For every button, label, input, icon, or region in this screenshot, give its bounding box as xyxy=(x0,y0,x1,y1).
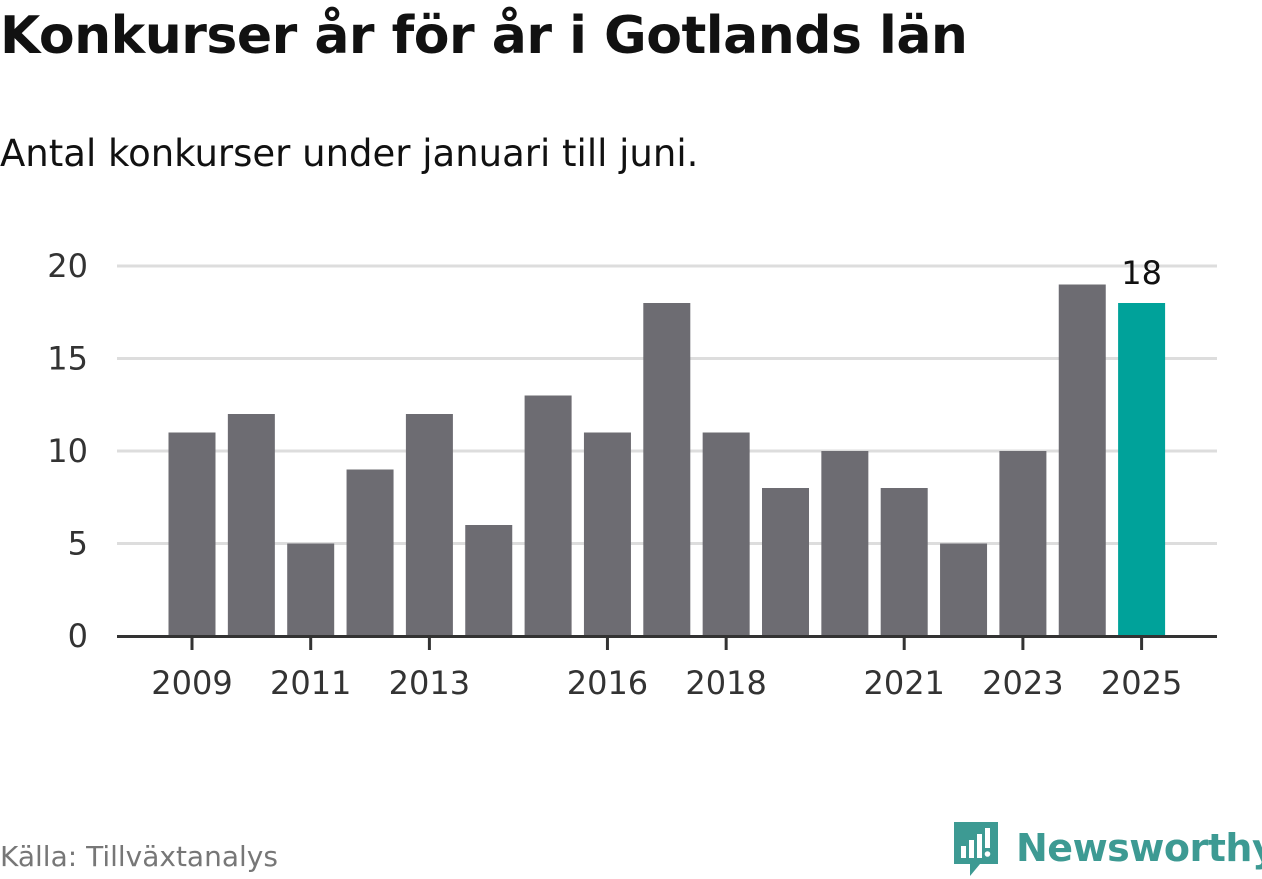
source-note: Källa: Tillväxtanalys xyxy=(0,840,278,873)
x-tick-label: 2011 xyxy=(270,664,351,702)
data-label-2025: 18 xyxy=(1121,254,1162,292)
chart-subtitle: Antal konkurser under januari till juni. xyxy=(0,132,699,175)
y-tick-label: 5 xyxy=(68,525,88,563)
brand-logo[interactable]: Newsworthy xyxy=(950,818,1262,878)
x-tick-label: 2025 xyxy=(1101,664,1182,702)
y-tick-label: 20 xyxy=(47,247,88,285)
x-tick-label: 2013 xyxy=(389,664,470,702)
bar-2024 xyxy=(1058,284,1106,636)
bar-2012 xyxy=(346,469,394,636)
bar-2018 xyxy=(702,432,750,636)
bar-2021 xyxy=(880,488,928,636)
x-tick-label: 2021 xyxy=(863,664,944,702)
x-tick-label: 2009 xyxy=(151,664,232,702)
bar-2017 xyxy=(643,303,691,636)
bar-2025 xyxy=(1118,303,1166,636)
newsworthy-logo-icon xyxy=(954,822,998,876)
x-tick-label: 2023 xyxy=(982,664,1063,702)
bar-2014 xyxy=(465,525,513,636)
y-tick-label: 0 xyxy=(68,617,88,655)
bar-2023 xyxy=(999,451,1047,636)
bar-2011 xyxy=(287,543,335,636)
bar-2019 xyxy=(762,488,809,636)
bar-2020 xyxy=(821,451,869,636)
y-tick-label: 10 xyxy=(47,432,88,470)
brand-name: Newsworthy xyxy=(1016,826,1262,870)
chart-title: Konkurser år för år i Gotlands län xyxy=(0,6,968,66)
bar-2010 xyxy=(227,414,275,636)
bar-2013 xyxy=(405,414,453,636)
x-tick-label: 2018 xyxy=(685,664,766,702)
bar-2016 xyxy=(583,432,631,636)
bar-2009 xyxy=(168,432,216,636)
bar-2022 xyxy=(940,543,988,636)
bar-2015 xyxy=(524,395,572,636)
x-tick-label: 2016 xyxy=(567,664,648,702)
y-tick-label: 15 xyxy=(47,340,88,378)
